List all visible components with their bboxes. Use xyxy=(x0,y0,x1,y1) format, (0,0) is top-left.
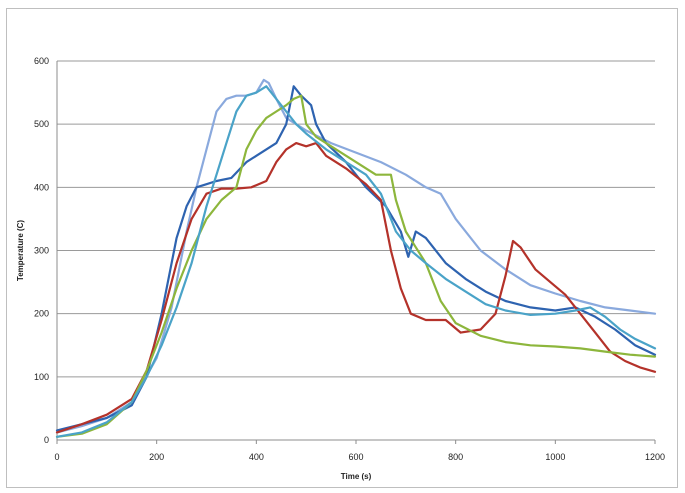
y-axis-title: Temperature (C) xyxy=(16,220,25,282)
y-tick-label: 200 xyxy=(34,309,49,319)
y-tick-label: 600 xyxy=(34,56,49,66)
y-tick-label: 300 xyxy=(34,246,49,256)
x-tick-label: 800 xyxy=(448,452,463,462)
x-axis-title: Time (s) xyxy=(341,472,372,481)
x-tick-label: 600 xyxy=(348,452,363,462)
y-tick-label: 0 xyxy=(44,435,49,445)
series-line-4 xyxy=(55,94,657,438)
x-tick-label: 1000 xyxy=(545,452,565,462)
series-line-2 xyxy=(55,85,657,432)
x-tick-label: 1200 xyxy=(645,452,665,462)
series-line-3 xyxy=(55,142,657,434)
y-tick-label: 400 xyxy=(34,182,49,192)
series-line-1 xyxy=(55,78,657,434)
y-tick-label: 500 xyxy=(34,119,49,129)
y-tick-label: 100 xyxy=(34,372,49,382)
x-tick-label: 200 xyxy=(149,452,164,462)
series-line-5 xyxy=(55,85,657,438)
x-tick-label: 400 xyxy=(249,452,264,462)
x-tick-label: 0 xyxy=(54,452,59,462)
